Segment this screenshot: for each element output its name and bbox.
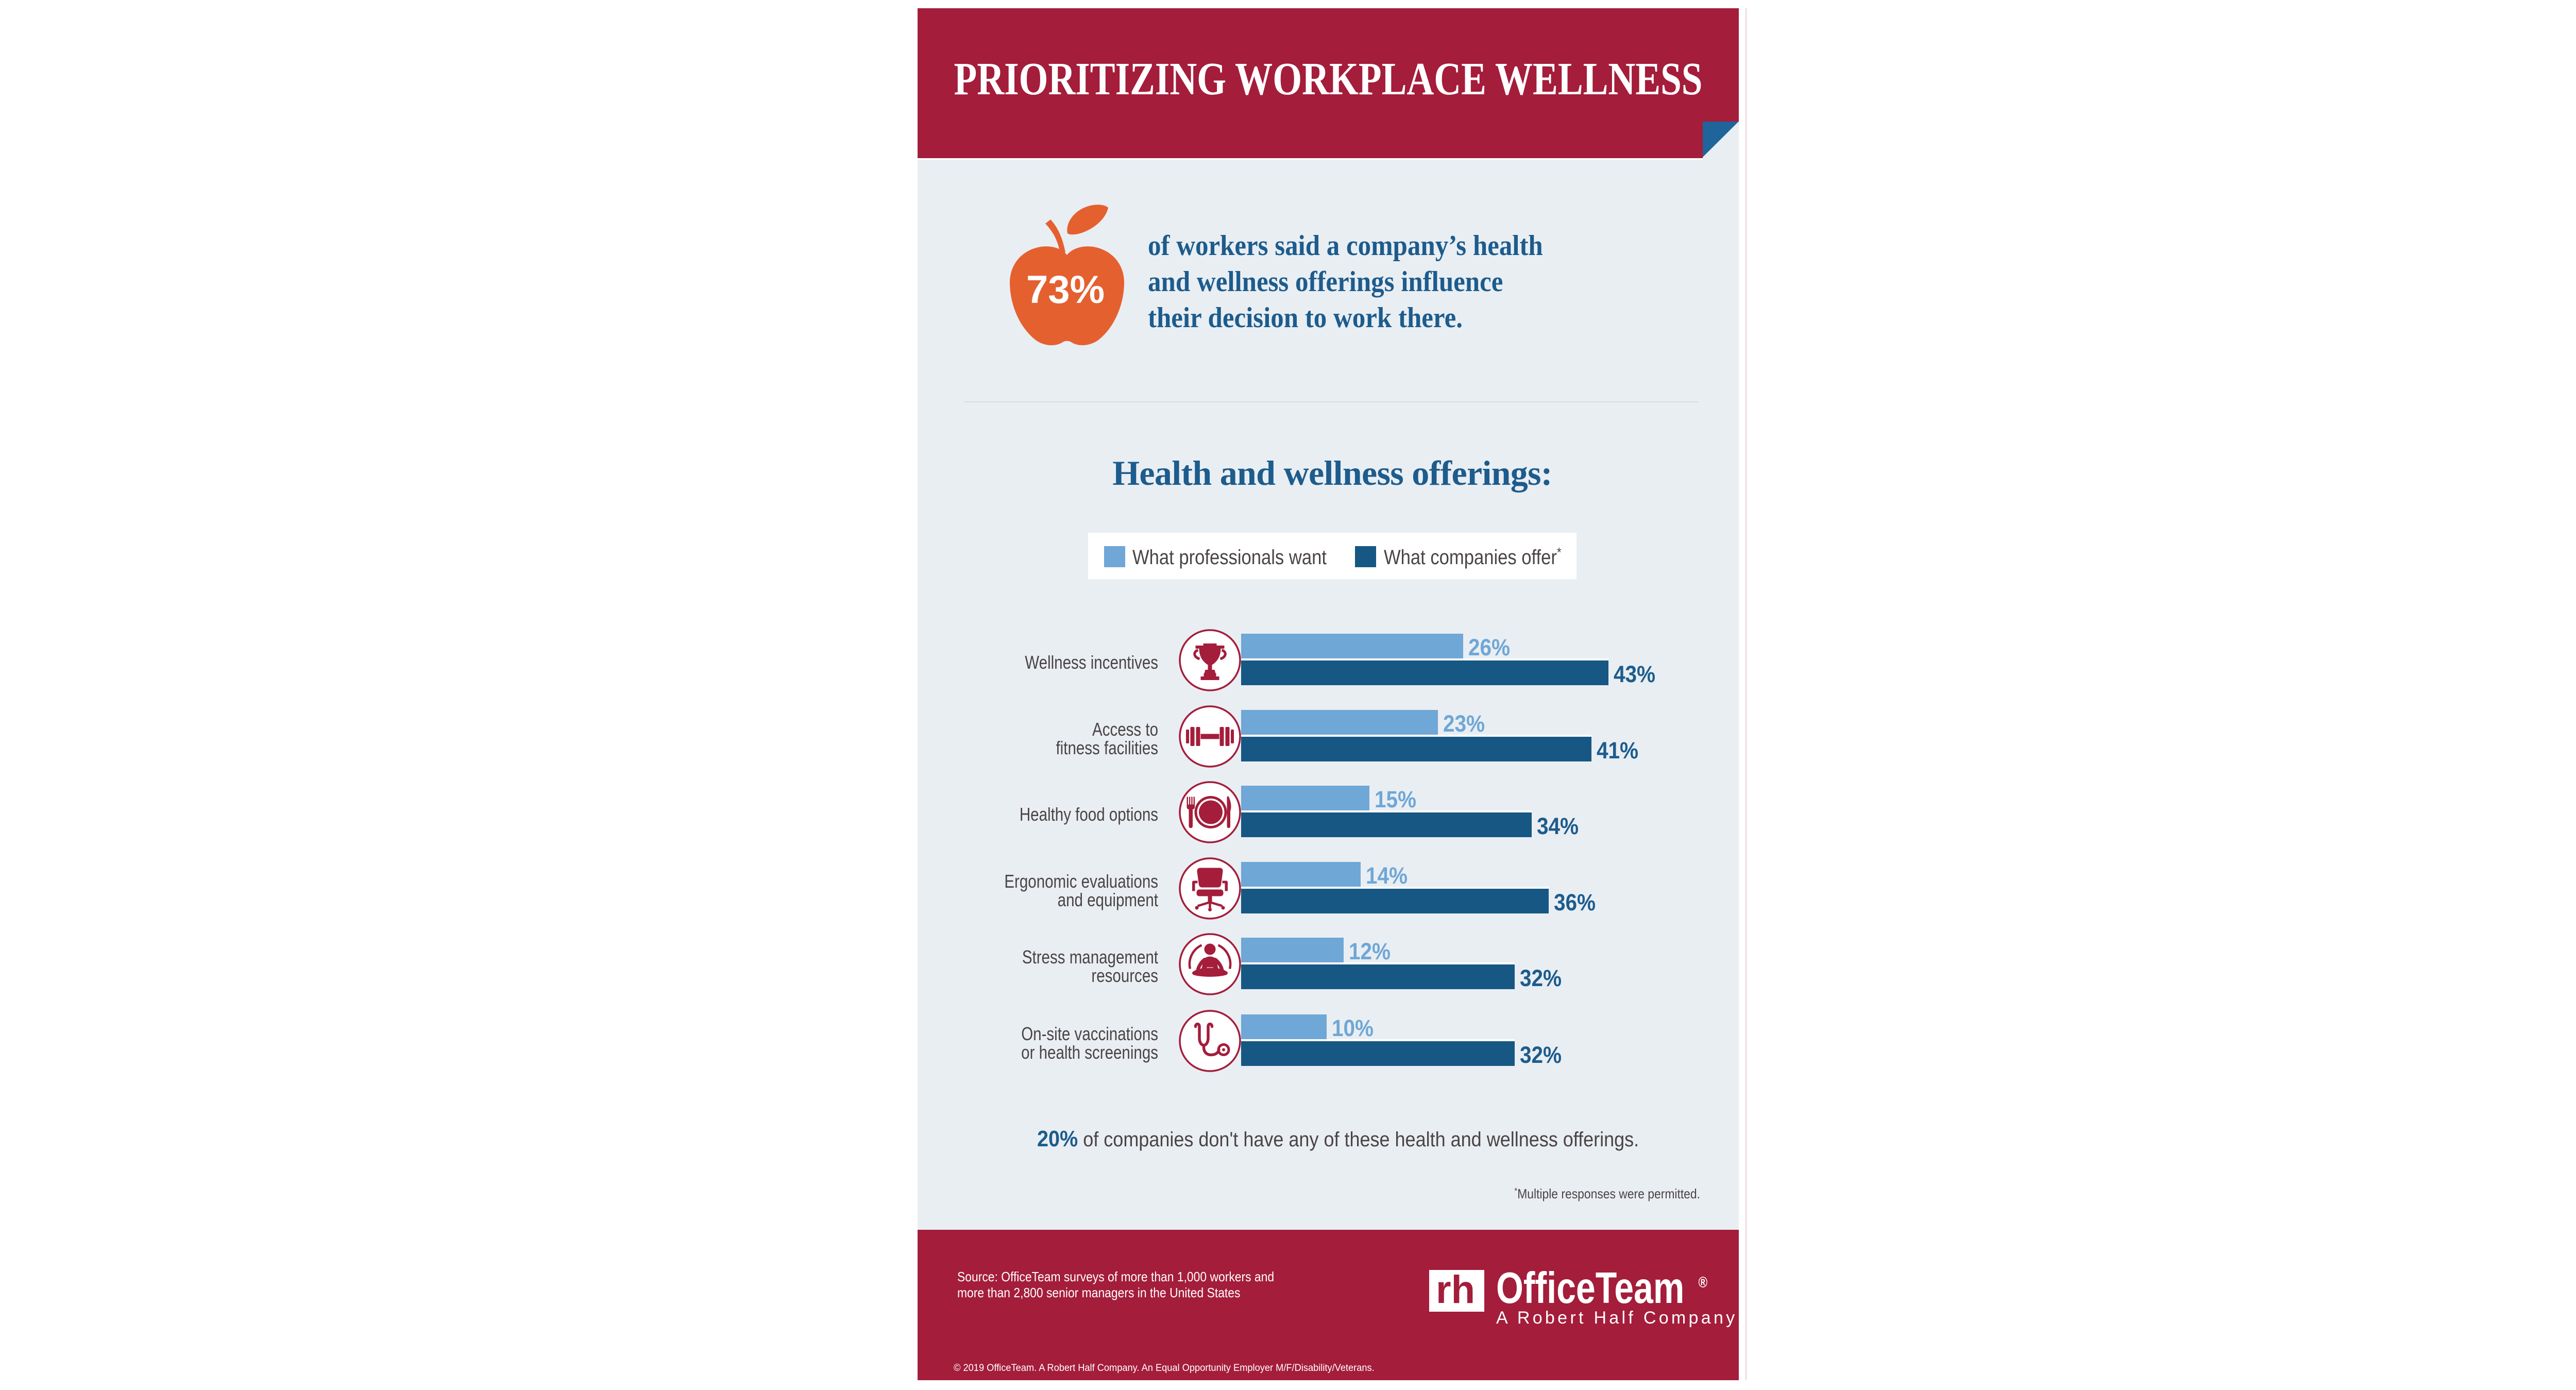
svg-text:73%: 73% bbox=[1026, 268, 1105, 312]
svg-text:rh: rh bbox=[1436, 1270, 1475, 1312]
